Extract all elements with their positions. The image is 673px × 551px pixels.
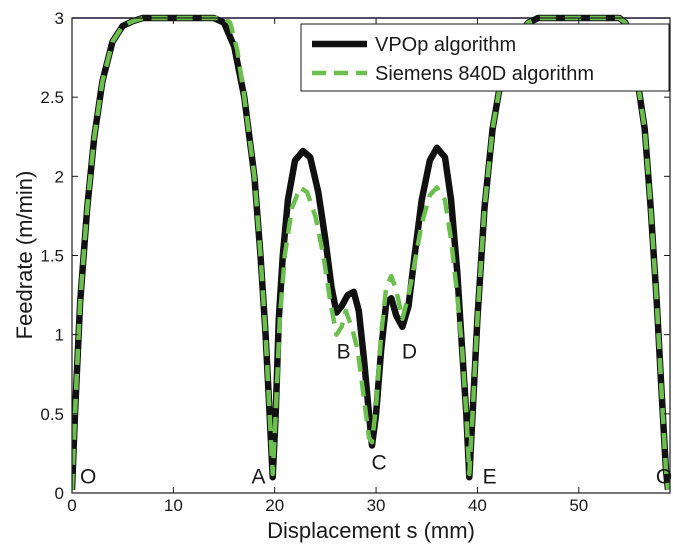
point-label-b: B (337, 340, 351, 363)
legend: VPOp algorithm Siemens 840D algorithm (300, 23, 670, 92)
x-tick-label: 20 (265, 496, 284, 515)
x-axis-ticks: 0 10 20 30 40 50 (67, 18, 588, 515)
y-tick-label: 2 (55, 167, 64, 186)
x-tick-label: 40 (468, 496, 487, 515)
x-axis-title: Displacement s (mm) (267, 518, 475, 543)
x-tick-label: 50 (569, 496, 588, 515)
point-annotations: O A B C D E O (80, 340, 672, 488)
x-tick-label: 30 (367, 496, 386, 515)
point-label-a: A (251, 466, 265, 489)
y-axis-title: Feedrate (m/min) (12, 171, 37, 340)
point-label-o: O (656, 466, 672, 489)
legend-box (300, 23, 670, 92)
x-tick-label: 0 (67, 496, 76, 515)
y-tick-label: 2.5 (40, 88, 64, 107)
y-tick-label: 3 (55, 9, 64, 28)
legend-label-vpop: VPOp algorithm (375, 34, 516, 56)
legend-label-siemens: Siemens 840D algorithm (375, 63, 594, 85)
point-label-c: C (372, 451, 387, 474)
y-tick-label: 1.5 (40, 247, 64, 266)
x-tick-label: 10 (164, 496, 183, 515)
series-line-siemens (72, 15, 670, 491)
point-label-d: D (402, 340, 417, 363)
y-tick-label: 0.5 (40, 405, 64, 424)
y-tick-label: 1 (55, 326, 64, 345)
point-label-o: O (80, 466, 96, 489)
y-tick-label: 0 (55, 484, 64, 503)
y-axis-ticks: 0 0.5 1 1.5 2 2.5 3 (40, 9, 670, 503)
point-label-e: E (483, 466, 497, 489)
